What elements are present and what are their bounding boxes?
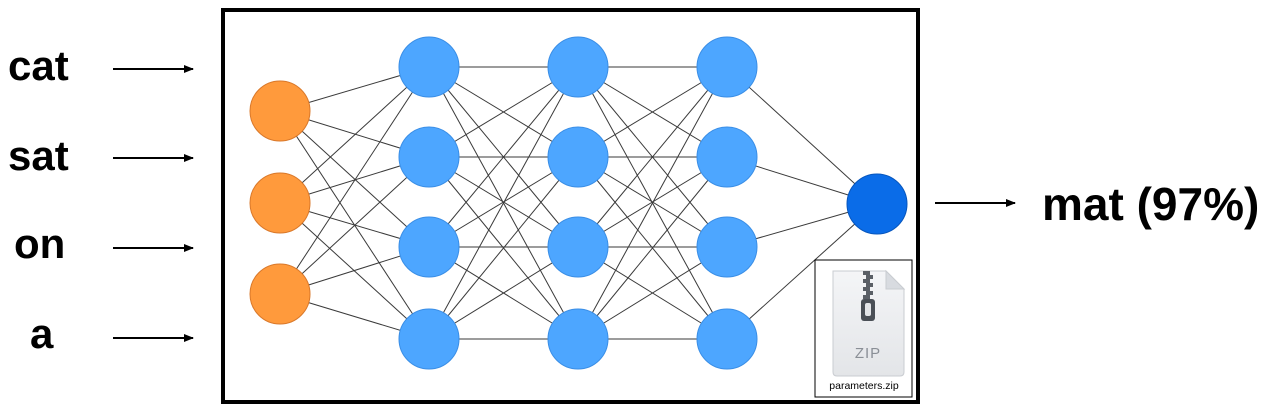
connection-l3-n3-to-n0 [726, 203, 878, 340]
connection-l0-n2-to-n0 [279, 66, 430, 295]
connection-l0-n0-to-n2 [279, 110, 430, 248]
hidden-node-l1-2 [398, 216, 460, 278]
input-node-1 [249, 172, 311, 234]
hidden-node-l3-3 [696, 308, 758, 370]
connection-l3-n0-to-n0 [726, 66, 878, 205]
connection-l2-n3-to-n0 [577, 66, 728, 340]
connection-l1-n2-to-n0 [428, 66, 579, 248]
zip-archive-icon [832, 269, 906, 377]
connection-l2-n3-to-n1 [577, 156, 728, 340]
hidden-node-l3-0 [696, 36, 758, 98]
hidden-node-l3-2 [696, 216, 758, 278]
hidden-node-l2-3 [547, 308, 609, 370]
hidden-node-l1-0 [398, 36, 460, 98]
hidden-node-l1-1 [398, 126, 460, 188]
output-prediction: mat (97%) [1042, 178, 1259, 230]
connection-l1-n3-to-n1 [428, 156, 579, 340]
connection-l1-n3-to-n0 [428, 66, 579, 340]
hidden-node-l1-3 [398, 308, 460, 370]
connection-l2-n2-to-n0 [577, 66, 728, 248]
connection-l0-n2-to-n1 [279, 156, 430, 295]
input-word-on: on [14, 220, 65, 267]
input-node-0 [249, 80, 311, 142]
hidden-node-l2-0 [547, 36, 609, 98]
parameters-zip-file[interactable]: ZIP parameters.zip [814, 259, 913, 398]
input-word-sat: sat [8, 132, 69, 179]
input-word-a: a [30, 310, 54, 357]
input-word-cat: cat [8, 42, 69, 89]
output-node [846, 173, 908, 235]
hidden-node-l2-1 [547, 126, 609, 188]
zip-filename: parameters.zip [829, 380, 899, 392]
hidden-node-l2-2 [547, 216, 609, 278]
hidden-node-l3-1 [696, 126, 758, 188]
network-nodes [249, 36, 908, 370]
zip-type-label: ZIP [855, 345, 881, 362]
connection-l0-n1-to-n0 [279, 66, 430, 204]
input-node-2 [249, 263, 311, 325]
